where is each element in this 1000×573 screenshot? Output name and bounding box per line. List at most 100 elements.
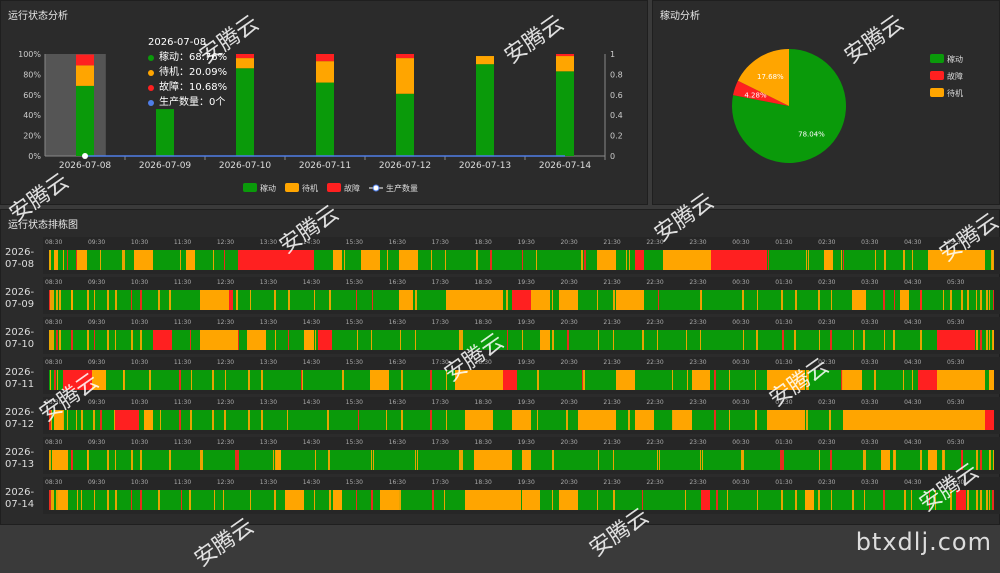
gantt-segment[interactable] — [929, 490, 931, 510]
gantt-segment[interactable] — [937, 370, 984, 390]
gantt-segment[interactable] — [673, 410, 692, 430]
gantt-segment[interactable] — [714, 410, 716, 430]
gantt-segment[interactable] — [400, 330, 402, 350]
gantt-segment[interactable] — [819, 450, 821, 470]
gantt-bar[interactable] — [49, 330, 994, 350]
gantt-segment[interactable] — [581, 250, 583, 270]
gantt-segment[interactable] — [742, 290, 744, 310]
gantt-segment[interactable] — [986, 290, 988, 310]
gantt-segment[interactable] — [329, 290, 331, 310]
gantt-segment[interactable] — [236, 290, 238, 310]
gantt-segment[interactable] — [629, 250, 631, 270]
legend-item[interactable]: 故障 — [327, 183, 360, 193]
gantt-segment[interactable] — [237, 450, 239, 470]
gantt-segment[interactable] — [537, 410, 539, 430]
gantt-segment[interactable] — [613, 450, 615, 470]
gantt-segment[interactable] — [329, 490, 331, 510]
gantt-segment[interactable] — [700, 290, 702, 310]
gantt-segment[interactable] — [989, 330, 991, 350]
gantt-segment[interactable] — [795, 490, 797, 510]
gantt-segment[interactable] — [976, 290, 978, 310]
gantt-segment[interactable] — [943, 450, 945, 470]
gantt-segment[interactable] — [911, 490, 913, 510]
gantt-segment[interactable] — [71, 290, 73, 310]
gantt-segment[interactable] — [59, 290, 61, 310]
bar-segment[interactable] — [236, 68, 254, 156]
gantt-segment[interactable] — [903, 370, 905, 390]
gantt-segment[interactable] — [200, 450, 202, 470]
gantt-segment[interactable] — [540, 330, 549, 350]
gantt-segment[interactable] — [893, 330, 895, 350]
gantt-segment[interactable] — [261, 370, 263, 390]
gantt-segment[interactable] — [213, 250, 215, 270]
gantt-segment[interactable] — [962, 450, 964, 470]
gantt-segment[interactable] — [714, 370, 716, 390]
pie-legend-item[interactable]: 故障 — [930, 71, 963, 81]
gantt-segment[interactable] — [853, 330, 855, 350]
gantt-segment[interactable] — [50, 370, 52, 390]
gantt-segment[interactable] — [613, 290, 615, 310]
gantt-segment[interactable] — [863, 450, 865, 470]
gantt-segment[interactable] — [169, 450, 171, 470]
gantt-segment[interactable] — [883, 290, 885, 310]
gantt-segment[interactable] — [884, 250, 886, 270]
gantt-segment[interactable] — [275, 330, 277, 350]
gantt-segment[interactable] — [912, 370, 914, 390]
gantt-segment[interactable] — [288, 330, 290, 350]
gantt-segment[interactable] — [818, 490, 820, 510]
gantt-segment[interactable] — [819, 330, 821, 350]
gantt-bar[interactable] — [49, 250, 994, 270]
gantt-segment[interactable] — [131, 290, 133, 310]
gantt-bar[interactable] — [49, 490, 994, 510]
gantt-segment[interactable] — [756, 330, 758, 350]
gantt-segment[interactable] — [52, 290, 54, 310]
gantt-segment[interactable] — [49, 250, 51, 270]
gantt-segment[interactable] — [94, 330, 96, 350]
gantt-segment[interactable] — [584, 250, 586, 270]
gantt-segment[interactable] — [685, 490, 687, 510]
gantt-segment[interactable] — [158, 290, 160, 310]
gantt-segment[interactable] — [100, 410, 102, 430]
bar-segment[interactable] — [556, 56, 574, 71]
gantt-segment[interactable] — [361, 250, 380, 270]
gantt-segment[interactable] — [123, 370, 125, 390]
gantt-segment[interactable] — [356, 290, 358, 310]
gantt-segment[interactable] — [214, 490, 216, 510]
gantt-segment[interactable] — [808, 250, 810, 270]
gantt-segment[interactable] — [782, 450, 784, 470]
gantt-segment[interactable] — [743, 450, 745, 470]
gantt-segment[interactable] — [967, 490, 969, 510]
gantt-segment[interactable] — [980, 450, 982, 470]
gantt-segment[interactable] — [49, 490, 51, 510]
gantt-segment[interactable] — [976, 490, 978, 510]
gantt-segment[interactable] — [386, 410, 388, 430]
gantt-segment[interactable] — [490, 250, 492, 270]
gantt-segment[interactable] — [373, 450, 375, 470]
gantt-segment[interactable] — [461, 330, 463, 350]
status-bar-chart[interactable]: 0%20%40%60%80%100%00.20.40.60.812026-07-… — [1, 1, 647, 204]
gantt-segment[interactable] — [248, 370, 250, 390]
bar-segment[interactable] — [396, 94, 414, 156]
gantt-segment[interactable] — [444, 490, 446, 510]
gantt-segment[interactable] — [598, 330, 600, 350]
gantt-segment[interactable] — [71, 330, 73, 350]
gantt-segment[interactable] — [57, 370, 59, 390]
gantt-segment[interactable] — [200, 330, 238, 350]
gantt-segment[interactable] — [893, 450, 895, 470]
gantt-segment[interactable] — [986, 490, 988, 510]
gantt-segment[interactable] — [474, 450, 512, 470]
gantt-segment[interactable] — [223, 490, 225, 510]
gantt-segment[interactable] — [616, 290, 644, 310]
gantt-segment[interactable] — [399, 290, 413, 310]
gantt-segment[interactable] — [49, 450, 51, 470]
gantt-segment[interactable] — [700, 450, 702, 470]
gantt-segment[interactable] — [967, 290, 969, 310]
gantt-segment[interactable] — [657, 330, 659, 350]
gantt-segment[interactable] — [830, 330, 832, 350]
gantt-segment[interactable] — [189, 490, 191, 510]
gantt-segment[interactable] — [77, 250, 86, 270]
gantt-segment[interactable] — [415, 450, 417, 470]
gantt-segment[interactable] — [507, 330, 509, 350]
gantt-segment[interactable] — [921, 450, 923, 470]
